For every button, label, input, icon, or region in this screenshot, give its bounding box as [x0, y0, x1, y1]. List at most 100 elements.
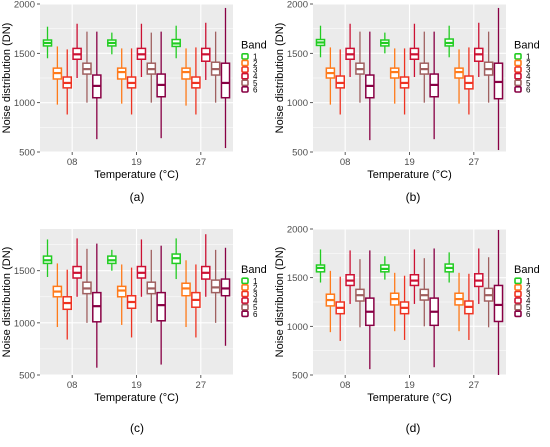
y-axis-label: Noise distribution (DN) — [274, 23, 286, 134]
legend-key-band-3 — [514, 290, 522, 298]
box-band-4-temp-19 — [136, 239, 147, 297]
box-band-5-temp-27 — [483, 31, 494, 103]
box-band-1-temp-19 — [380, 256, 390, 280]
legend-key-band-4 — [514, 72, 522, 80]
box-band-5-temp-08 — [355, 259, 365, 328]
x-tick-label: 27 — [469, 157, 480, 168]
box-band-2-temp-19 — [389, 272, 400, 332]
box-band-4-temp-19 — [136, 23, 147, 78]
legend-label-band-3: 3 — [526, 66, 531, 75]
box-band-3-temp-19 — [126, 267, 137, 338]
legend-label-band-6: 6 — [526, 85, 531, 94]
legend-title: Band — [514, 264, 540, 276]
box-band-2-temp-08 — [325, 47, 336, 105]
panel-caption: (a) — [130, 190, 145, 204]
y-tick-label: 1000 — [14, 98, 35, 109]
x-axis-label: Temperature (°C) — [367, 169, 451, 181]
legend-label-band-6: 6 — [253, 85, 258, 94]
legend-label-band-1: 1 — [253, 52, 258, 61]
legend-label-band-2: 2 — [253, 283, 258, 292]
box-band-2-temp-19 — [389, 48, 400, 104]
panel-caption: (d) — [406, 421, 421, 435]
legend-key-band-5 — [514, 303, 522, 311]
x-tick-label: 27 — [196, 380, 207, 391]
legend-key-band-4 — [514, 297, 522, 304]
legend-key-band-6 — [241, 86, 249, 93]
legend-label-band-3: 3 — [253, 290, 258, 299]
box-band-5-temp-08 — [82, 248, 92, 323]
legend-label-band-6: 6 — [526, 310, 531, 319]
y-tick-label: 1000 — [287, 98, 308, 109]
y-tick-label: 2000 — [287, 225, 308, 236]
box-iqr — [156, 291, 166, 322]
legend-key-band-5 — [514, 79, 522, 87]
box-band-2-temp-08 — [325, 270, 336, 333]
x-tick-label: 27 — [196, 157, 207, 168]
legend-key-band-6 — [514, 86, 522, 93]
box-band-6-temp-27 — [220, 247, 231, 346]
box-band-3-temp-08 — [62, 269, 73, 340]
box-band-3-temp-19 — [399, 275, 410, 340]
legend-key-band-1 — [514, 277, 522, 285]
x-tick-label: 08 — [340, 157, 351, 168]
box-band-4-temp-08 — [345, 250, 355, 304]
box-iqr — [220, 62, 231, 99]
box-band-2-temp-27 — [181, 48, 191, 106]
x-tick-label: 19 — [131, 157, 142, 168]
y-axis-label: Noise distribution (DN) — [274, 247, 286, 358]
legend-key-band-2 — [514, 283, 522, 291]
legend-label-band-4: 4 — [526, 297, 531, 306]
box-band-4-temp-19 — [409, 249, 420, 304]
y-tick-label: 500 — [292, 148, 308, 159]
box-band-3-temp-08 — [335, 49, 346, 115]
legend-key-band-5 — [241, 303, 249, 311]
box-band-3-temp-27 — [191, 47, 201, 115]
legend-label-band-3: 3 — [253, 66, 258, 75]
box-band-4-temp-19 — [409, 23, 420, 78]
x-tick-label: 08 — [340, 380, 351, 391]
y-tick-label: 2000 — [287, 0, 308, 11]
x-tick-label: 19 — [404, 157, 415, 168]
box-band-5-temp-27 — [210, 31, 221, 103]
box-band-6-temp-19 — [429, 248, 439, 368]
box-band-4-temp-27 — [200, 22, 211, 80]
box-band-2-temp-19 — [116, 264, 127, 325]
y-tick-label: 500 — [292, 371, 308, 382]
box-band-4-temp-08 — [72, 23, 82, 78]
box-band-6-temp-08 — [92, 31, 102, 140]
panel-caption: (b) — [406, 190, 421, 204]
legend-label-band-6: 6 — [253, 310, 258, 319]
legend-key-band-2 — [514, 59, 522, 67]
legend-key-band-4 — [241, 72, 249, 80]
box-band-4-temp-27 — [473, 22, 484, 78]
legend-key-band-1 — [241, 52, 249, 60]
box-band-6-temp-19 — [156, 245, 166, 365]
box-band-5-temp-27 — [483, 257, 494, 328]
box-band-4-temp-08 — [345, 23, 355, 78]
box-band-6-temp-27 — [493, 7, 504, 151]
box-band-4-temp-27 — [473, 248, 484, 304]
x-axis-label: Temperature (°C) — [367, 392, 451, 404]
box-band-5-temp-19 — [146, 249, 157, 323]
legend-key-band-1 — [241, 277, 249, 285]
y-axis-label: Noise distribution (DN) — [1, 23, 13, 134]
chart-panel-2: 500 1000 1500 2000 08 19 27 Temperature (°C) Noi… — [274, 0, 540, 181]
box-band-5-temp-19 — [146, 32, 157, 103]
x-tick-label: 27 — [469, 380, 480, 391]
box-band-6-temp-27 — [220, 7, 231, 149]
box-band-1-temp-19 — [380, 32, 390, 54]
box-band-3-temp-19 — [126, 48, 137, 115]
x-tick-label: 19 — [404, 380, 415, 391]
chart-panel-1: 500 1000 1500 2000 08 19 27 Temperature (°C) Noi… — [1, 0, 267, 181]
legend-key-band-3 — [241, 66, 249, 73]
box-band-1-temp-19 — [107, 32, 117, 55]
legend-title: Band — [514, 39, 540, 51]
box-band-3-temp-19 — [399, 48, 410, 115]
legend-key-band-2 — [241, 283, 249, 291]
legend-label-band-4: 4 — [526, 72, 531, 81]
y-tick-label: 1500 — [14, 49, 35, 60]
box-band-6-temp-08 — [92, 243, 102, 368]
